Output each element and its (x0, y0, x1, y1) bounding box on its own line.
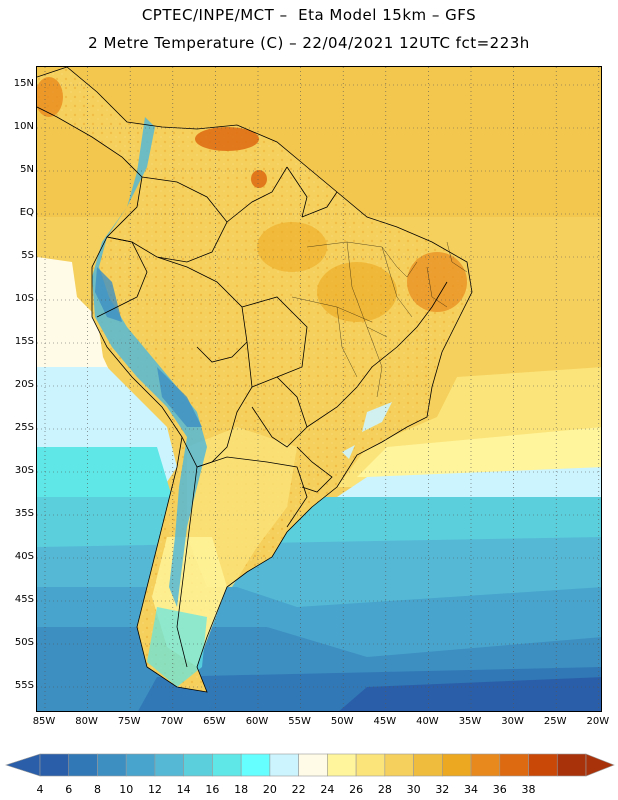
colorbar-segment (125, 753, 156, 777)
temperature-colorbar (5, 753, 615, 777)
latitude-label: 15N (13, 78, 34, 89)
colorbar-segment (269, 753, 299, 777)
map-canvas (37, 67, 601, 711)
colorbar-segment (413, 753, 443, 777)
colorbar-tick-label: 36 (492, 783, 507, 796)
colorbar-tick-label: 10 (119, 783, 134, 796)
colorbar-segment (68, 753, 98, 777)
longitude-label: 85W (32, 716, 56, 727)
latitude-label: 45S (14, 594, 34, 605)
colorbar-tick-label: 4 (36, 783, 44, 796)
longitude-label: 75W (117, 716, 141, 727)
colorbar-tick-label: 30 (406, 783, 421, 796)
colorbar-segment (355, 753, 386, 777)
colorbar-under-arrow (5, 753, 41, 777)
longitude-label: 50W (330, 716, 354, 727)
latitude-label: 20S (14, 379, 34, 390)
title-line-2: 2 Metre Temperature (C) – 22/04/2021 12U… (88, 34, 530, 52)
longitude-label: 25W (543, 716, 567, 727)
south-america-landmass (37, 67, 472, 692)
latitude-label: 30S (14, 465, 34, 476)
colorbar-segment (183, 753, 213, 777)
latitude-label: 35S (14, 508, 34, 519)
colorbar-tick-label: 38 (521, 783, 536, 796)
longitude-label: 30W (501, 716, 524, 727)
longitude-label: 60W (245, 716, 269, 727)
colorbar-tick-label: 28 (377, 783, 392, 796)
colorbar-tick-label: 34 (464, 783, 479, 796)
colorbar-tick-label: 18 (234, 783, 249, 796)
colorbar-tick-label: 6 (65, 783, 73, 796)
latitude-label: 40S (14, 551, 34, 562)
latitude-label: 55S (14, 680, 34, 691)
latitude-label: 15S (14, 336, 34, 347)
latitude-label: 10N (13, 121, 34, 132)
colorbar-tick-label: 32 (435, 783, 450, 796)
latitude-label: 5S (21, 250, 34, 261)
colorbar-segment (499, 753, 529, 777)
colorbar-segment (384, 753, 414, 777)
latitude-label: 25S (14, 422, 34, 433)
colorbar-tick-label: 26 (349, 783, 364, 796)
colorbar-segment (39, 753, 70, 777)
longitude-label: 35W (458, 716, 482, 727)
longitude-label: 45W (373, 716, 397, 727)
longitude-label: 65W (203, 716, 226, 727)
colorbar-tick-label: 14 (176, 783, 191, 796)
longitude-label: 55W (288, 716, 311, 727)
colorbar-segment (442, 753, 472, 777)
colorbar-segment (327, 753, 357, 777)
colorbar-tick-label: 22 (291, 783, 306, 796)
country-borders (37, 67, 473, 693)
colorbar-tick-label: 12 (147, 783, 162, 796)
latitude-label: 50S (14, 637, 34, 648)
colorbar-tick-label: 24 (320, 783, 335, 796)
longitude-label: 40W (416, 716, 439, 727)
colorbar-segment (240, 753, 271, 777)
longitude-label: 80W (75, 716, 98, 727)
title-line-1: CPTEC/INPE/MCT – Eta Model 15km – GFS (141, 6, 477, 24)
colorbar-segment (470, 753, 501, 777)
temperature-map (36, 66, 602, 712)
colorbar-tick-label: 20 (262, 783, 277, 796)
colorbar-segment (97, 753, 127, 777)
colorbar-segment (528, 753, 558, 777)
colorbar-tick-label: 16 (205, 783, 220, 796)
latitude-label: 10S (14, 293, 34, 304)
colorbar-tick-label: 8 (93, 783, 101, 796)
longitude-label: 20W (586, 716, 610, 727)
colorbar-segment (556, 753, 587, 777)
latitude-label: EQ (19, 207, 34, 218)
colorbar-segment (212, 753, 242, 777)
longitude-label: 70W (160, 716, 184, 727)
colorbar-segment (154, 753, 184, 777)
colorbar-over-arrow (585, 753, 615, 777)
latitude-label: 5N (20, 164, 34, 175)
colorbar-segment (298, 753, 328, 777)
